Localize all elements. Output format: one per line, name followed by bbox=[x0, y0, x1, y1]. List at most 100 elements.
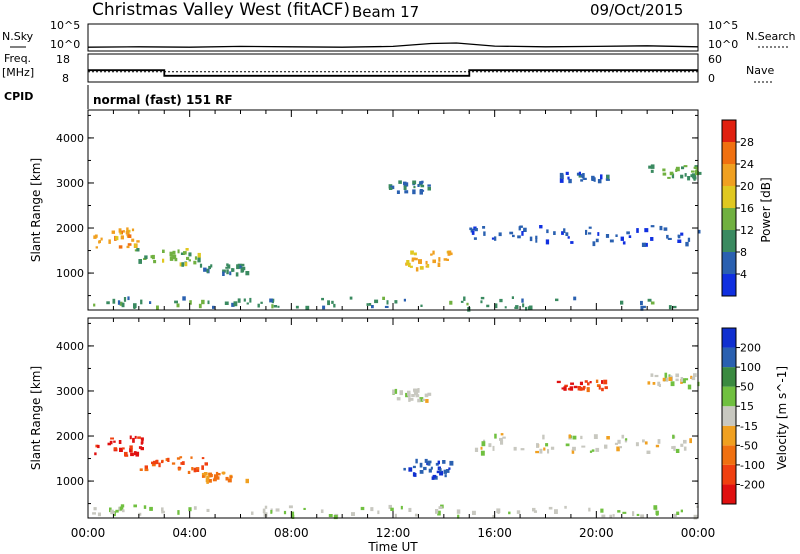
echo-cell bbox=[189, 300, 192, 305]
colorbar-tick-label: 15 bbox=[740, 400, 754, 413]
echo-cell bbox=[567, 176, 570, 180]
echo-cell bbox=[424, 393, 429, 398]
nave-label: Nave bbox=[746, 64, 774, 77]
echo-cell bbox=[650, 237, 654, 241]
echo-cell bbox=[480, 300, 483, 304]
echo-cell bbox=[207, 300, 210, 305]
freq-tick-bottom: 8 bbox=[62, 72, 69, 85]
echo-cell bbox=[118, 228, 122, 233]
echo-cell bbox=[601, 387, 604, 392]
echo-cell bbox=[653, 505, 658, 510]
echo-cell bbox=[593, 434, 598, 439]
nsky-label: N.Sky bbox=[2, 30, 34, 43]
echo-cell bbox=[138, 512, 142, 516]
date-label: 09/Oct/2015 bbox=[590, 1, 683, 19]
echo-cell bbox=[126, 245, 130, 249]
echo-cell bbox=[370, 507, 374, 512]
colorbar-tick-label: -15 bbox=[740, 420, 758, 433]
echo-cell bbox=[394, 300, 398, 304]
echo-cell bbox=[442, 460, 446, 464]
colorbar-segment bbox=[722, 274, 736, 296]
echo-cell bbox=[149, 301, 152, 304]
echo-cell bbox=[432, 250, 435, 255]
echo-cell bbox=[498, 232, 502, 237]
echo-cell bbox=[415, 388, 418, 394]
echo-cell bbox=[673, 445, 676, 451]
echo-cell bbox=[327, 300, 330, 306]
echo-cell bbox=[411, 259, 415, 262]
echo-cell bbox=[417, 388, 420, 393]
echo-cell bbox=[188, 507, 192, 512]
echo-cell bbox=[398, 180, 402, 184]
echo-cell bbox=[187, 470, 191, 474]
echo-cell bbox=[199, 263, 203, 268]
echo-cell bbox=[153, 260, 157, 264]
echo-cell bbox=[500, 433, 504, 436]
echo-cell bbox=[270, 510, 273, 514]
echo-cell bbox=[360, 506, 365, 511]
echo-cell bbox=[95, 444, 99, 448]
echo-cell bbox=[483, 231, 486, 236]
echo-cell bbox=[687, 384, 692, 390]
echo-cell bbox=[445, 469, 450, 473]
echo-cell bbox=[227, 264, 231, 269]
echo-cell bbox=[504, 306, 507, 309]
velocity-colorbar-label: Velocity [m s^-1] bbox=[775, 366, 789, 470]
echo-cell bbox=[561, 231, 564, 235]
echo-cell bbox=[671, 446, 675, 449]
echo-cell bbox=[543, 447, 546, 451]
echo-cell bbox=[677, 239, 682, 243]
echo-cell bbox=[615, 234, 618, 237]
cpid-text: normal (fast) 151 RF bbox=[93, 93, 233, 107]
echo-cell bbox=[443, 258, 448, 261]
echo-cell bbox=[264, 505, 268, 509]
echo-cell bbox=[517, 235, 521, 239]
echo-cell bbox=[111, 230, 115, 234]
velocity-yaxis: 4000 3000 2000 1000 bbox=[56, 322, 698, 505]
echo-cell bbox=[180, 252, 185, 255]
colorbar-segment bbox=[722, 406, 736, 426]
echo-cell bbox=[680, 509, 683, 513]
echo-cell bbox=[97, 444, 100, 449]
echo-cell bbox=[149, 506, 153, 511]
echo-cell bbox=[371, 305, 374, 309]
echo-cell bbox=[108, 239, 111, 244]
echo-cell bbox=[579, 381, 583, 386]
echo-cell bbox=[554, 509, 558, 514]
echo-cell bbox=[644, 242, 648, 247]
echo-cell bbox=[683, 165, 688, 168]
echo-cell bbox=[668, 305, 672, 310]
echo-cell bbox=[640, 300, 643, 306]
echo-cell bbox=[584, 380, 588, 383]
echo-cell bbox=[122, 230, 125, 233]
ytick-label: 4000 bbox=[56, 132, 84, 145]
echo-cell bbox=[425, 399, 429, 403]
echo-cell bbox=[409, 265, 413, 268]
echo-cell bbox=[508, 511, 511, 515]
echo-cell bbox=[494, 433, 497, 439]
echo-cell bbox=[132, 437, 135, 443]
echo-cell bbox=[675, 378, 679, 382]
echo-cell bbox=[169, 256, 174, 261]
echo-cell bbox=[333, 303, 336, 308]
echo-cell bbox=[291, 511, 295, 516]
echo-cell bbox=[177, 249, 180, 254]
echo-cell bbox=[394, 388, 398, 394]
echo-cell bbox=[140, 299, 143, 305]
echo-cell bbox=[628, 235, 632, 238]
colorbar-segment bbox=[722, 484, 736, 504]
echo-cell bbox=[425, 260, 428, 265]
echo-cell bbox=[670, 381, 675, 387]
echo-cell bbox=[240, 267, 245, 273]
echo-cell bbox=[260, 301, 263, 304]
power-colorbar-label: Power [dB] bbox=[759, 177, 773, 242]
echo-cell bbox=[521, 231, 524, 236]
echo-cell bbox=[636, 228, 639, 233]
echo-cell bbox=[579, 386, 583, 391]
echo-cell bbox=[626, 231, 630, 235]
echo-cell bbox=[652, 382, 656, 385]
echo-cell bbox=[203, 267, 207, 272]
xtick-label: 20:00 bbox=[579, 526, 614, 540]
echo-cell bbox=[572, 435, 577, 440]
colorbar-tick-label: 100 bbox=[740, 361, 761, 374]
